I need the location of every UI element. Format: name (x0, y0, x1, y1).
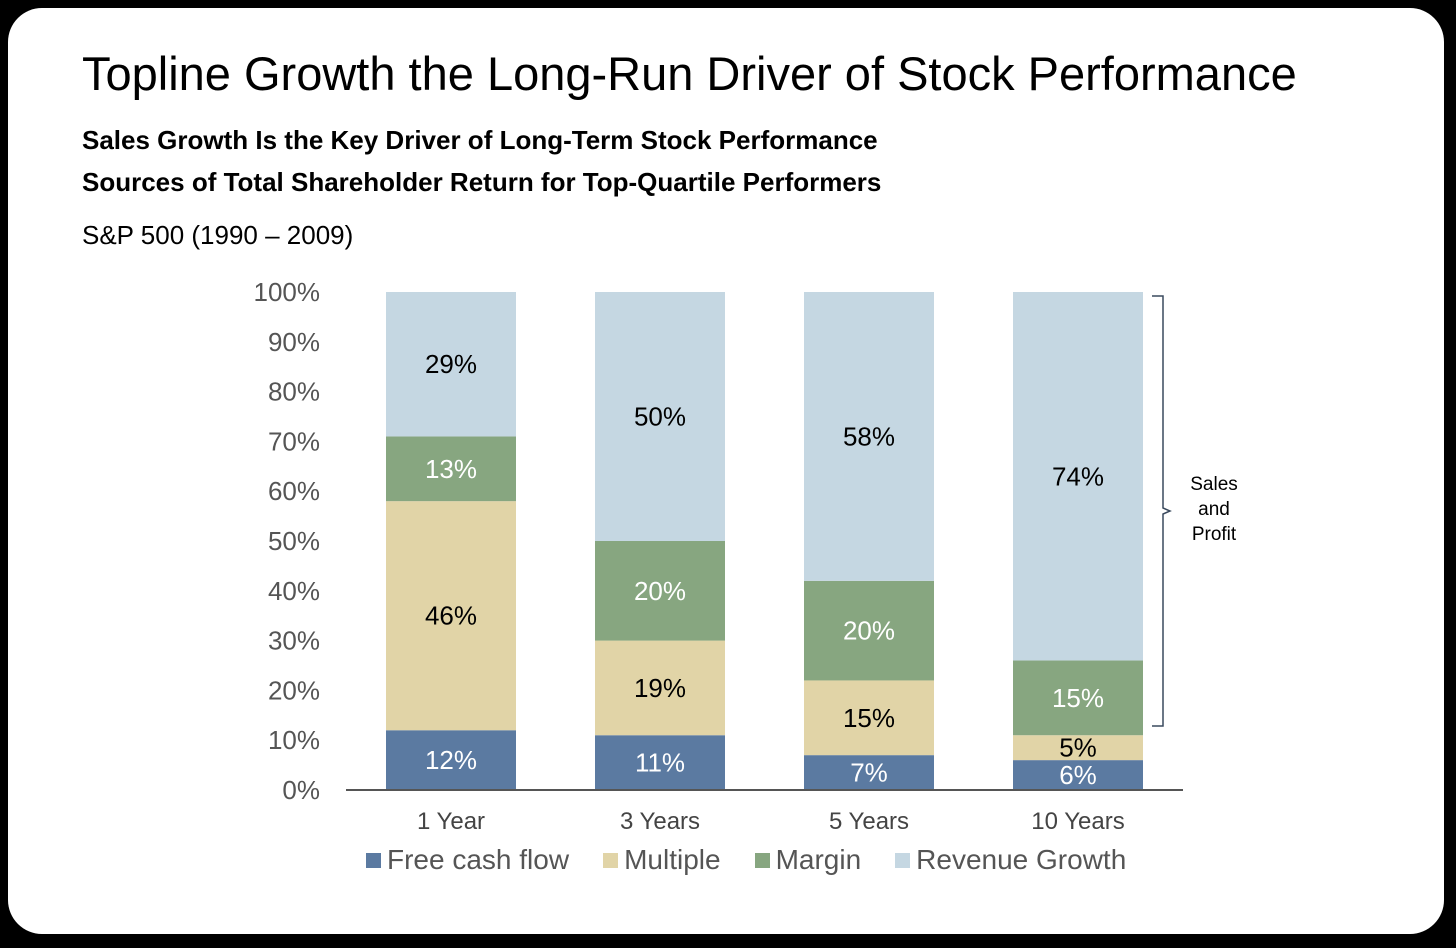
bracket-annotation: Sales and Profit (1174, 472, 1254, 547)
legend-item: Revenue Growth (895, 844, 1126, 876)
bar-segment (1013, 292, 1143, 661)
data-label: 13% (425, 454, 477, 484)
y-tick-label: 90% (268, 327, 320, 357)
chart-panel (8, 8, 1444, 934)
bracket-label-line: Sales (1190, 474, 1238, 495)
legend: Free cash flow Multiple Margin Revenue Grow… (366, 844, 1126, 876)
bracket-label-line: Profit (1191, 524, 1237, 545)
bar-segment (1013, 735, 1143, 761)
bar-segment (804, 680, 934, 756)
chart-subtitle-3: S&P 500 (1990 – 2009) (82, 220, 354, 250)
legend-label: Multiple (624, 844, 721, 875)
data-label: 11% (635, 748, 685, 778)
chart-subtitle-2: Sources of Total Shareholder Return for … (82, 167, 882, 197)
y-tick-label: 50% (268, 526, 320, 556)
data-label: 5% (1059, 733, 1097, 763)
bar-segment (386, 501, 516, 731)
data-label: 12% (425, 745, 477, 775)
y-tick-label: 30% (268, 626, 320, 656)
bar-segment (595, 735, 725, 790)
bar-segment (386, 436, 516, 502)
data-label: 74% (1052, 461, 1104, 491)
legend-swatch (366, 852, 381, 868)
x-tick-label: 3 Years (620, 808, 700, 835)
x-tick-label: 1 Year (417, 808, 485, 835)
legend-label: Revenue Growth (916, 844, 1127, 875)
x-tick-label: 5 Years (829, 808, 909, 835)
data-label: 20% (843, 616, 895, 646)
bar-segment (804, 755, 934, 790)
bar-segment (595, 640, 725, 736)
bar-segment (1013, 760, 1143, 790)
legend-label: Margin (775, 844, 862, 875)
data-label: 15% (843, 703, 895, 733)
legend-item: Free cash flow (366, 844, 569, 876)
legend-label: Free cash flow (387, 844, 570, 875)
y-tick-label: 100% (254, 277, 321, 307)
y-tick-label: 70% (268, 426, 320, 456)
bracket (1152, 295, 1172, 727)
data-label: 29% (425, 349, 477, 379)
legend-item: Multiple (603, 844, 721, 876)
y-tick-label: 10% (268, 725, 320, 755)
chart-subtitle: Sales Growth Is the Key Driver of Long-T… (82, 125, 878, 155)
bracket-label-line: and (1198, 499, 1230, 520)
legend-swatch (603, 852, 619, 868)
data-label: 58% (843, 421, 895, 451)
data-label: 7% (850, 758, 888, 788)
y-tick-label: 60% (268, 476, 320, 506)
legend-item: Margin (754, 844, 862, 876)
bar-segment (386, 730, 516, 790)
legend-swatch (895, 852, 911, 868)
y-tick-label: 80% (268, 377, 320, 407)
data-label: 19% (634, 673, 686, 703)
bar-segment (386, 292, 516, 437)
chart-title: Topline Growth the Long-Run Driver of St… (82, 47, 1297, 100)
data-label: 20% (634, 576, 686, 606)
y-tick-label: 40% (268, 576, 320, 606)
data-label: 50% (634, 402, 686, 432)
bar-segment (804, 292, 934, 581)
x-tick-label: 10 Years (1031, 808, 1124, 835)
legend-swatch (754, 852, 770, 868)
bar-segment (1013, 660, 1143, 736)
bar-segment (595, 292, 725, 541)
data-label: 15% (1052, 683, 1104, 713)
data-label: 6% (1059, 760, 1097, 790)
data-label: 46% (425, 601, 477, 631)
bar-segment (804, 580, 934, 681)
y-tick-label: 0% (282, 775, 320, 805)
y-tick-label: 20% (268, 675, 320, 705)
bar-segment (595, 541, 725, 641)
